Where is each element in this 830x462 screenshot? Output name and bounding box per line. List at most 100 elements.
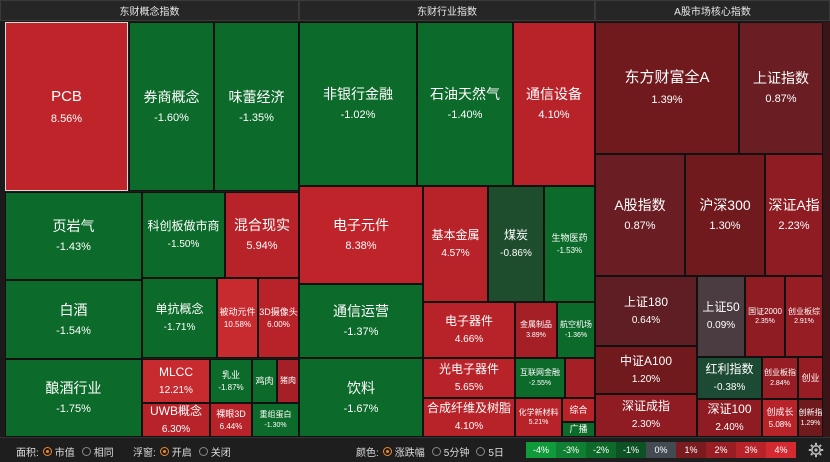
tile-hushen300[interactable]: 沪深300 1.30% — [685, 154, 765, 276]
area-option-equal[interactable]: 相同 — [93, 448, 114, 459]
float-option-off[interactable]: 关闭 — [210, 448, 231, 459]
tile-beidong[interactable]: 被动元件 10.58% — [217, 278, 258, 358]
tile-misc[interactable] — [565, 358, 595, 398]
tile-pct: 1.29% — [800, 419, 821, 427]
tile-guozheng2000[interactable]: 国证2000 2.35% — [745, 276, 785, 357]
tile-name: 白酒 — [59, 301, 88, 318]
tile-dianziyuanjian[interactable]: 电子元件 8.38% — [299, 186, 423, 284]
tile-chuangxin[interactable]: 创新指 1.29% — [798, 399, 823, 437]
tile-jirou[interactable]: 鸡肉 — [252, 359, 277, 403]
tile-pct: 1.20% — [631, 373, 661, 385]
legend-item: 2% — [706, 442, 736, 458]
tile-yeyanqi[interactable]: 页岩气 -1.43% — [5, 192, 142, 280]
tile-pct: 2.35% — [755, 318, 775, 326]
tile-name: 通信设备 — [526, 86, 582, 103]
tile-hunhe[interactable]: 混合现实 5.94% — [225, 192, 299, 278]
radio-float-on[interactable] — [159, 447, 169, 456]
tile-dianziqijian[interactable]: 电子器件 4.66% — [423, 302, 515, 358]
tile-uwb[interactable]: UWB概念 6.30% — [142, 403, 210, 437]
tile-name: 光电子器件 — [438, 361, 499, 376]
tile-tongxinshebei[interactable]: 通信设备 4.10% — [513, 22, 595, 186]
tile-name: 猪肉 — [280, 376, 296, 386]
tile-quanshang[interactable]: 券商概念 -1.60% — [129, 22, 214, 191]
tile-shenzhenA[interactable]: 深证A指 2.23% — [765, 154, 823, 276]
color-option-5min[interactable]: 5分钟 — [443, 448, 470, 459]
radio-color-5day[interactable] — [476, 447, 486, 456]
radio-color-5min[interactable] — [431, 447, 441, 456]
tile-feiyinhang[interactable]: 非银行金融 -1.02% — [299, 22, 417, 186]
radio-area-equal[interactable] — [81, 447, 91, 456]
tile-baijiu[interactable]: 白酒 -1.54% — [5, 280, 142, 359]
tile-name: 单抗概念 — [155, 301, 204, 316]
tile-zhupai[interactable]: 猪肉 — [277, 359, 299, 403]
tile-name: 化学新材料 — [518, 407, 559, 417]
tile-shangzheng180[interactable]: 上证180 0.64% — [595, 276, 697, 346]
tile-hecheng[interactable]: 合成纤维及树脂 4.10% — [423, 398, 515, 437]
tile-name: 创新指 — [798, 408, 823, 418]
radio-float-off[interactable] — [198, 447, 208, 456]
tile-niangjiu[interactable]: 酿酒行业 -1.75% — [5, 359, 142, 437]
section-title: 东财行业指数 — [417, 7, 477, 18]
tile-pct: 12.21% — [159, 384, 193, 396]
tile-pct: -0.86% — [500, 247, 532, 259]
tile-dongfang[interactable]: 东方财富全A 1.39% — [595, 22, 739, 154]
tile-weixu[interactable]: 味蕾经济 -1.35% — [214, 22, 299, 191]
float-option-on[interactable]: 开启 — [171, 448, 192, 459]
tile-agu[interactable]: A股指数 0.87% — [595, 154, 685, 276]
tile-tongxinyunying[interactable]: 通信运营 -1.37% — [299, 284, 423, 358]
tile-kechuang[interactable]: 科创板做市商 -1.50% — [142, 192, 225, 278]
tile-ruye[interactable]: 乳业 -1.87% — [210, 359, 252, 403]
tile-hulianwang[interactable]: 互联网金融 -2.55% — [515, 358, 565, 398]
tile-zhongzhengA100[interactable]: 中证A100 1.20% — [595, 346, 697, 394]
tile-jinshuzhipin[interactable]: 金属制品 3.89% — [515, 302, 557, 358]
tile-shangzheng[interactable]: 上证指数 0.87% — [739, 22, 823, 154]
tile-mlcc[interactable]: MLCC 12.21% — [142, 359, 210, 403]
tile-guangdianzi[interactable]: 光电子器件 5.65% — [423, 358, 515, 398]
tile-pcb[interactable]: PCB 8.56% — [5, 22, 128, 191]
tile-pct: -1.36% — [564, 331, 588, 339]
tile-name: 国证2000 — [748, 306, 782, 316]
tile-luoyan[interactable]: 裸眼3D 6.44% — [210, 403, 252, 437]
tile-shangzheng50[interactable]: 上证50 0.09% — [697, 276, 745, 357]
tile-name: 3D摄像头 — [259, 306, 298, 317]
tile-shiyou[interactable]: 石油天然气 -1.40% — [417, 22, 513, 186]
tile-3d[interactable]: 3D摄像头 6.00% — [258, 278, 299, 358]
tile-pct: 4.10% — [538, 109, 570, 122]
color-option-change[interactable]: 涨跌幅 — [394, 448, 425, 459]
color-option-5day[interactable]: 5日 — [488, 448, 504, 459]
area-option-market-cap[interactable]: 市值 — [54, 448, 75, 459]
tile-name: 深证100 — [707, 401, 752, 416]
tile-pct: -1.87% — [218, 383, 244, 393]
tile-pct: 5.08% — [768, 420, 792, 430]
tile-zonghe[interactable]: 综合 — [562, 398, 595, 422]
tile-pct: -1.60% — [154, 111, 189, 124]
tile-pct: -1.40% — [447, 109, 483, 122]
tile-shenzhengchengzhi[interactable]: 深证成指 2.30% — [595, 394, 697, 437]
radio-color-change[interactable] — [382, 447, 392, 456]
tile-chuangchengzhang[interactable]: 创成长 5.08% — [762, 399, 798, 437]
tile-hongli[interactable]: 红利指数 -0.38% — [697, 357, 762, 399]
tile-meitan[interactable]: 煤炭 -0.86% — [488, 186, 544, 302]
tile-jibenjinshu[interactable]: 基本金属 4.57% — [423, 186, 488, 302]
tile-chuangyebanzhi[interactable]: 创业板指 2.84% — [762, 357, 798, 399]
tile-dankang[interactable]: 单抗概念 -1.71% — [142, 278, 217, 358]
tile-guangbo[interactable]: 广播 — [562, 422, 595, 437]
tile-yinliao[interactable]: 饮料 -1.67% — [299, 358, 423, 437]
tile-name: 红利指数 — [705, 361, 754, 376]
tile-pct: 0.87% — [765, 93, 797, 106]
gear-icon[interactable] — [808, 442, 824, 458]
tile-name: 创业 — [801, 372, 820, 383]
tile-chuangye[interactable]: 创业 — [798, 357, 823, 399]
radio-area-market-cap[interactable] — [42, 447, 52, 456]
tile-name: 中证A100 — [619, 353, 673, 368]
tile-huaxue[interactable]: 化学新材料 5.21% — [515, 398, 562, 437]
tile-name: A股指数 — [614, 197, 666, 214]
tile-name: PCB — [51, 87, 82, 105]
tile-shengwu[interactable]: 生物医药 -1.53% — [544, 186, 595, 302]
tile-shenzheng100[interactable]: 深证100 2.40% — [697, 399, 762, 437]
tile-name: 重组蛋白 — [259, 410, 292, 420]
tile-hangkong[interactable]: 航空机场 -1.36% — [557, 302, 595, 358]
tile-pct: 4.66% — [454, 333, 484, 345]
tile-chuangyeban[interactable]: 创业板综 2.91% — [785, 276, 823, 357]
tile-chongzu[interactable]: 重组蛋白 -1.30% — [252, 403, 299, 437]
